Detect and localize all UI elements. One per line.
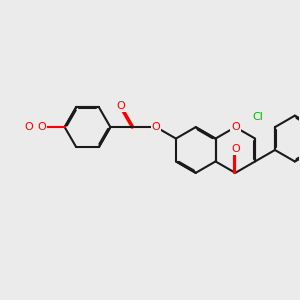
Text: O: O (231, 144, 240, 154)
Text: Cl: Cl (253, 112, 264, 122)
Text: O: O (231, 122, 240, 132)
Text: O: O (38, 122, 46, 132)
Text: O: O (152, 122, 161, 132)
Text: O: O (116, 101, 125, 111)
Text: O: O (25, 122, 34, 132)
